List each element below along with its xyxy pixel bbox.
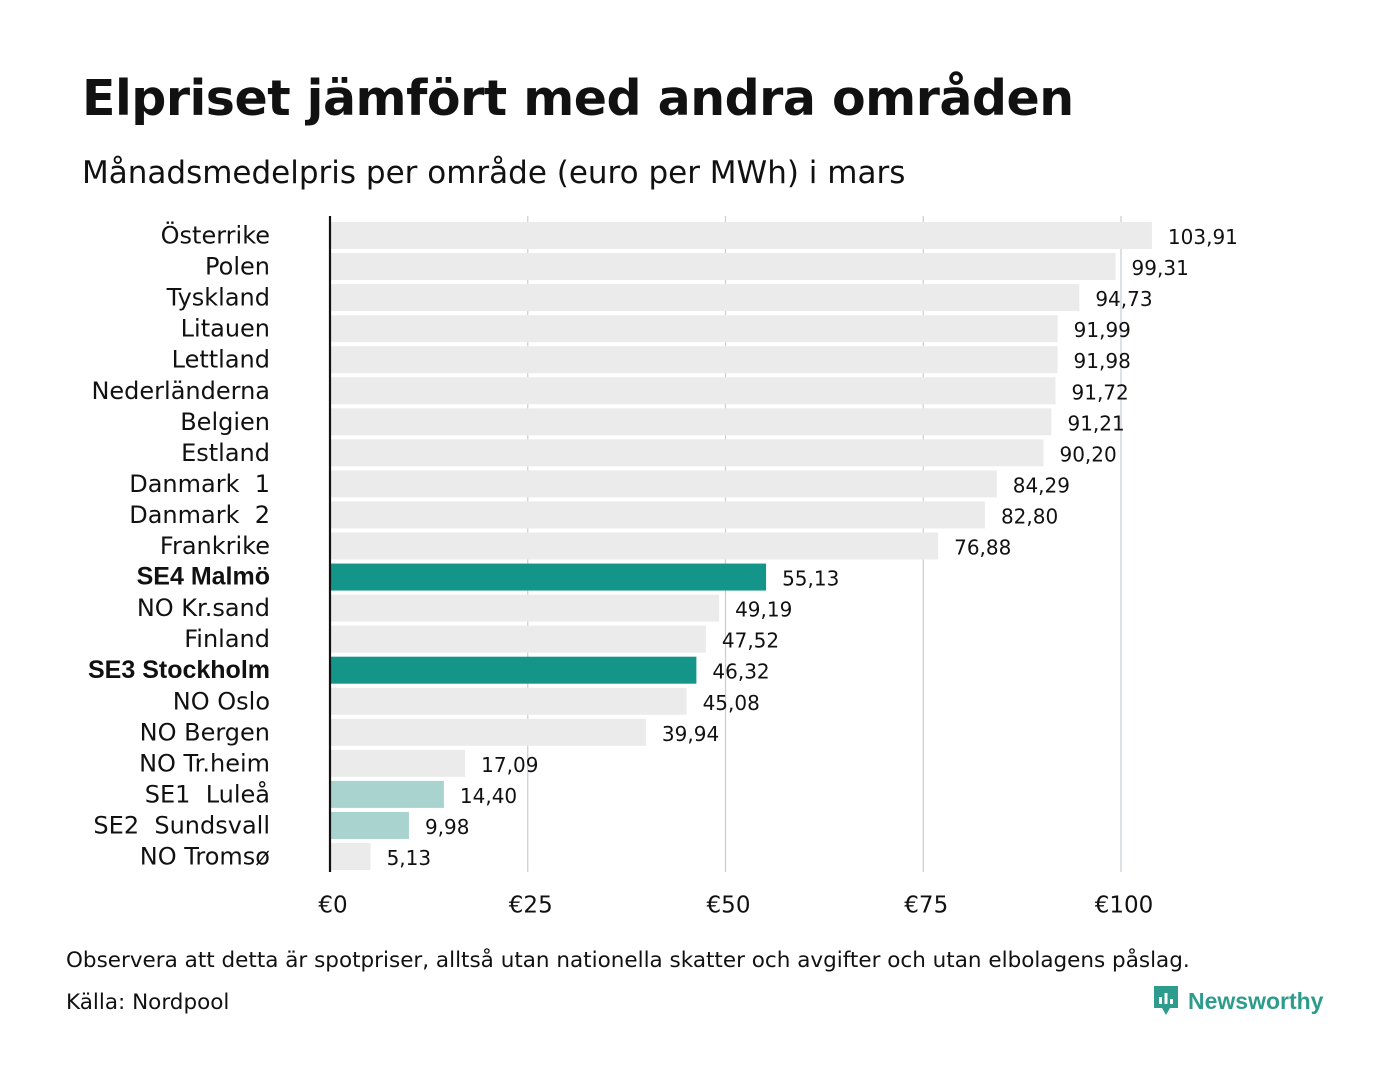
value-label: 94,73: [1095, 287, 1152, 311]
bars: [330, 222, 1152, 870]
category-label: NO Tromsø: [140, 843, 270, 871]
value-label: 55,13: [782, 567, 839, 591]
value-label: 14,40: [460, 784, 517, 808]
value-label: 9,98: [425, 815, 470, 839]
category-label: Österrike: [161, 221, 270, 250]
value-label: 45,08: [703, 691, 760, 715]
x-tick-label: €25: [509, 893, 553, 919]
category-label: NO Kr.sand: [137, 594, 270, 622]
category-label: Danmark 1: [129, 470, 270, 498]
category-label: Lettland: [172, 346, 270, 374]
bar: [330, 843, 371, 870]
value-label: 91,99: [1074, 318, 1131, 342]
category-label: NO Tr.heim: [139, 749, 270, 777]
x-axis-ticks: €0 €25 €50 €75 €100: [318, 893, 1153, 919]
category-label: NO Bergen: [140, 718, 270, 746]
category-label: Frankrike: [160, 532, 270, 560]
bar: [330, 253, 1116, 281]
category-label: Danmark 2: [129, 501, 270, 529]
bar: [330, 563, 767, 591]
value-label: 47,52: [722, 629, 779, 653]
bar: [330, 222, 1152, 249]
value-label: 46,32: [712, 660, 769, 684]
bar: [330, 315, 1058, 343]
bar: [330, 501, 985, 529]
bar: [330, 811, 409, 839]
value-label: 39,94: [662, 722, 719, 746]
value-label: 17,09: [481, 753, 538, 777]
value-label: 91,72: [1072, 380, 1129, 404]
bar: [330, 377, 1056, 405]
x-tick-label: €75: [904, 893, 948, 919]
bar: [330, 594, 720, 622]
chart-title: Elpriset jämfört med andra områden: [82, 70, 1074, 127]
category-label: SE4 Malmö: [137, 563, 270, 591]
value-label: 82,80: [1001, 504, 1058, 528]
category-label: Tyskland: [166, 284, 270, 312]
category-labels: Österrike Polen Tyskland Litauen Lettland Ned…: [88, 221, 270, 871]
value-label: 103,91: [1168, 225, 1238, 249]
value-label: 99,31: [1132, 256, 1189, 280]
category-label: Finland: [184, 625, 270, 653]
value-label: 91,98: [1074, 349, 1131, 373]
chart-subtitle: Månadsmedelpris per område (euro per MWh…: [82, 155, 906, 191]
bar: [330, 656, 697, 684]
source-note: Källa: Nordpool: [66, 990, 230, 1015]
value-label: 90,20: [1059, 442, 1116, 466]
bar: [330, 718, 646, 746]
value-label: 5,13: [387, 846, 432, 870]
bar: [330, 749, 466, 777]
category-label: Estland: [181, 439, 270, 467]
value-label: 84,29: [1013, 473, 1070, 497]
value-label: 49,19: [735, 598, 792, 622]
category-label: SE1 Luleå: [145, 779, 270, 808]
x-tick-label: €100: [1095, 893, 1154, 919]
brand-name: Newsworthy: [1188, 987, 1324, 1014]
x-tick-label: €0: [318, 893, 347, 919]
bar: [330, 470, 997, 498]
newsworthy-logo-icon: [1154, 986, 1178, 1015]
category-label: Nederländerna: [91, 377, 270, 405]
bar: [330, 687, 687, 715]
x-tick-label: €50: [707, 893, 751, 919]
footnote: Observera att detta är spotpriser, allts…: [66, 948, 1190, 973]
bar: [330, 284, 1080, 312]
bar: [330, 780, 444, 808]
value-labels: 103,91 99,31 94,73 91,99 91,98 91,72 91,21 90,2…: [387, 225, 1238, 870]
category-label: NO Oslo: [173, 687, 270, 715]
value-label: 76,88: [954, 536, 1011, 560]
category-label: Litauen: [181, 315, 270, 343]
bar: [330, 439, 1044, 467]
bar: [330, 346, 1058, 374]
category-label: Polen: [205, 253, 270, 281]
category-label: SE2 Sundsvall: [93, 811, 270, 839]
category-label: Belgien: [180, 408, 270, 436]
bar: [330, 625, 706, 653]
category-label: SE3 Stockholm: [88, 656, 270, 684]
bar: [330, 532, 939, 560]
bar: [330, 408, 1052, 436]
brand-logo: Newsworthy: [1152, 984, 1323, 1018]
value-label: 91,21: [1067, 411, 1124, 435]
